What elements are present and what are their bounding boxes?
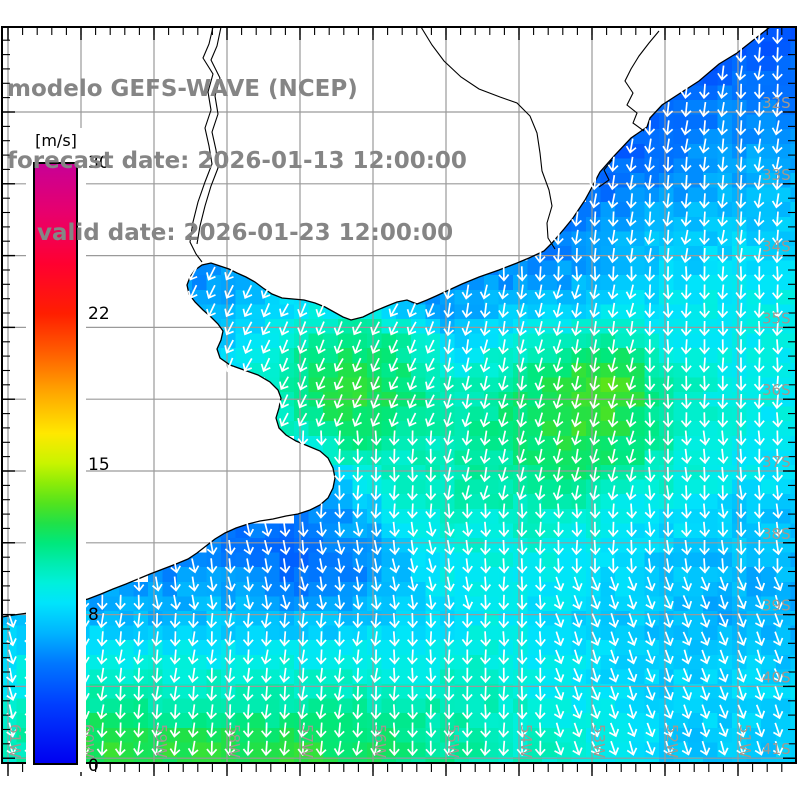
colorbar-tick-label: 8: [88, 605, 99, 626]
lat-label: 36S: [762, 381, 791, 399]
title-valid-date: valid date: 2026-01-23 12:00:00: [37, 220, 454, 246]
river-line: [624, 30, 660, 132]
lon-label: 61W: [6, 724, 24, 758]
lat-label: 32S: [762, 94, 791, 112]
lat-labels: 32S 33S 34S 35S 36S 37S 38S 39S 40S 41S: [762, 94, 791, 758]
lat-label: 35S: [762, 309, 791, 327]
river-line: [189, 27, 214, 263]
lon-label: 56W: [371, 724, 389, 758]
lat-label: 37S: [762, 453, 791, 471]
colorbar-gradient: [33, 162, 78, 765]
map-title: modelo GEFS-WAVE (NCEP) forecast date: 2…: [7, 29, 467, 293]
river-line: [420, 27, 556, 250]
lon-label: 55W: [444, 724, 462, 758]
lon-label: 59W: [152, 724, 170, 758]
lat-label: 40S: [762, 668, 791, 686]
lon-label: 54W: [517, 724, 535, 758]
lat-label: 34S: [762, 238, 791, 256]
map-frame: [1, 26, 797, 776]
lon-label: 57W: [298, 724, 316, 758]
land: [2, 27, 770, 617]
colorbar-tick-label: 15: [88, 454, 110, 475]
colorbar-tick-label: 30: [88, 153, 110, 173]
title-forecast-date: forecast date: 2026-01-13 12:00:00: [7, 148, 467, 174]
lon-label: 52W: [663, 724, 681, 758]
lat-label: 33S: [762, 166, 791, 184]
grid-lines: [2, 27, 796, 763]
lon-label: 58W: [225, 724, 243, 758]
lon-label: 51W: [736, 724, 754, 758]
colorbar-unit-label: [m/s]: [35, 131, 77, 150]
river-line: [196, 27, 222, 245]
colorbar-tick-label: 0: [88, 756, 99, 776]
title-model-line: modelo GEFS-WAVE (NCEP): [7, 76, 358, 102]
colorbar-tick-label: 22: [88, 303, 110, 324]
lon-label: 53W: [590, 724, 608, 758]
lat-label: 41S: [762, 740, 791, 758]
lat-label: 39S: [762, 597, 791, 615]
lat-label: 38S: [762, 525, 791, 543]
